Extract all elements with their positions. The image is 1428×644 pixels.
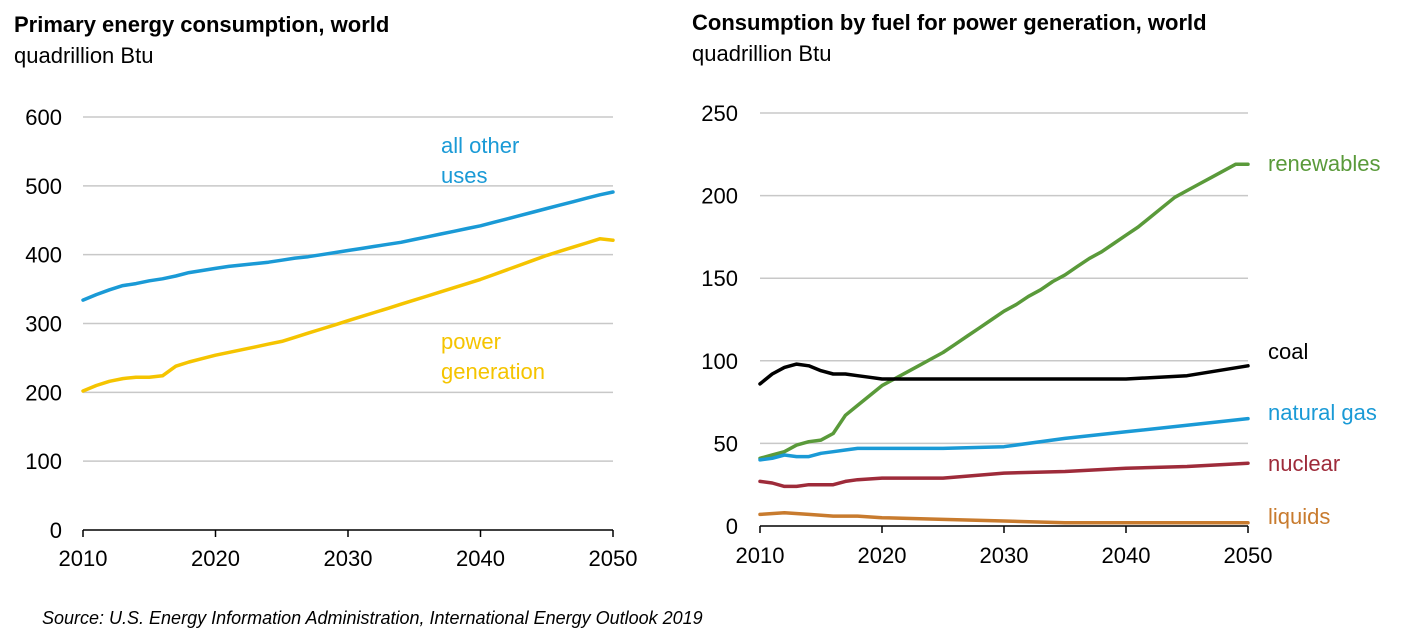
chart2-subtitle: quadrillion Btu: [692, 41, 832, 66]
chart2-xtick-label-2050: 2050: [1224, 543, 1273, 568]
chart1-ytick-label-400: 400: [25, 243, 62, 268]
chart1-xtick-label-2010: 2010: [59, 546, 108, 571]
chart2-xtick-label-2040: 2040: [1102, 543, 1151, 568]
chart2-series-label-renewables: renewables: [1268, 151, 1381, 176]
source-note: Source: U.S. Energy Information Administ…: [42, 608, 703, 628]
chart1-xtick-label-2040: 2040: [456, 546, 505, 571]
chart1-ytick-label-500: 500: [25, 174, 62, 199]
chart2-series-label-natural-gas: natural gas: [1268, 400, 1377, 425]
chart1-series-label-all-other-uses: all other: [441, 133, 519, 158]
chart1-title: Primary energy consumption, world: [14, 12, 390, 37]
chart1-series-label-power-generation: power: [441, 329, 501, 354]
chart1-ytick-label-200: 200: [25, 380, 62, 405]
chart1-ytick-label-100: 100: [25, 449, 62, 474]
chart2-xtick-label-2030: 2030: [980, 543, 1029, 568]
chart1-series-label-all-other-uses: uses: [441, 163, 487, 188]
chart2-series-liquids-line: [758, 511, 1250, 525]
chart1-ytick-label-0: 0: [50, 518, 62, 543]
chart2-xtick-label-2020: 2020: [858, 543, 907, 568]
chart2-series-renewables-line: [758, 162, 1250, 461]
chart2-ytick-label-200: 200: [701, 184, 738, 209]
chart1-subtitle: quadrillion Btu: [14, 43, 154, 68]
chart1-series-all-other-uses-line: [81, 190, 615, 302]
chart2-ytick-label-0: 0: [726, 514, 738, 539]
chart2-series-label-nuclear: nuclear: [1268, 451, 1340, 476]
chart2-ytick-label-250: 250: [701, 101, 738, 126]
chart1-xtick-label-2050: 2050: [589, 546, 638, 571]
chart2-series-label-coal: coal: [1268, 339, 1308, 364]
chart1-xtick-label-2030: 2030: [324, 546, 373, 571]
chart2-ytick-label-100: 100: [701, 349, 738, 374]
chart1-series-power-generation-line: [81, 237, 615, 393]
chart1-series-label-power-generation: generation: [441, 359, 545, 384]
chart2-xtick-label-2010: 2010: [736, 543, 785, 568]
chart2-ytick-label-50: 50: [714, 431, 738, 456]
chart2-series-coal-line: [758, 362, 1250, 386]
chart2-series-natural-gas-line: [758, 416, 1250, 462]
chart2-series-nuclear-line: [758, 461, 1250, 489]
chart2-title: Consumption by fuel for power generation…: [692, 10, 1207, 35]
chart1-ytick-label-300: 300: [25, 312, 62, 337]
chart2-series-label-liquids: liquids: [1268, 504, 1330, 529]
chart1-xtick-label-2020: 2020: [191, 546, 240, 571]
chart2-ytick-label-150: 150: [701, 266, 738, 291]
chart1-ytick-label-600: 600: [25, 105, 62, 130]
